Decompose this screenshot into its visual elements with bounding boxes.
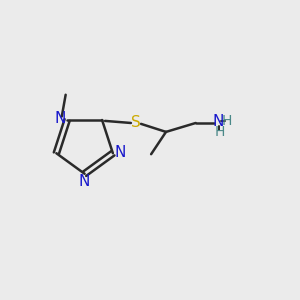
Text: N: N — [212, 114, 224, 129]
Text: N: N — [54, 111, 65, 126]
Text: H: H — [214, 125, 225, 139]
Text: S: S — [131, 116, 141, 130]
Text: H: H — [222, 114, 232, 128]
Text: N: N — [79, 174, 90, 189]
Text: N: N — [115, 145, 126, 160]
